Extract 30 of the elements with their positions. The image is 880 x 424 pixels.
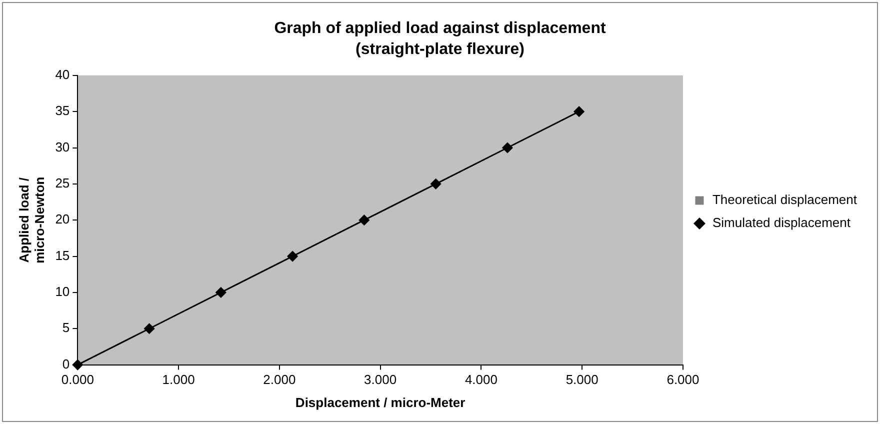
x-tick-label: 5.000 — [566, 372, 598, 388]
y-tick-label: 15 — [55, 248, 70, 263]
y-tick-label: 40 — [55, 66, 70, 82]
point — [72, 360, 83, 370]
y-tick-label: 20 — [55, 212, 70, 227]
x-tick-label: 2.000 — [263, 372, 296, 388]
y-tick-label: 25 — [55, 176, 70, 191]
legend-label: Theoretical displacement — [712, 192, 858, 208]
chart-title: Graph of applied load against displacement — [274, 20, 606, 38]
x-tick-label: 3.000 — [364, 372, 397, 388]
point — [358, 214, 370, 226]
point — [502, 142, 513, 153]
y-tick-label: 10 — [55, 284, 70, 300]
y-axis-title: Applied load / micro-Newton — [16, 176, 47, 264]
point — [144, 323, 155, 334]
x-tick-label: 1.000 — [162, 372, 195, 388]
point — [287, 251, 298, 262]
x-axis-title: Displacement / micro-Meter — [295, 394, 466, 410]
y-tick-label: 30 — [55, 139, 70, 154]
y-tick-label: 5 — [62, 320, 70, 336]
x-tick-label: 4.000 — [464, 372, 498, 388]
x-tick-label: 0.000 — [61, 372, 94, 388]
point — [216, 287, 226, 298]
chart-subtitle: (straight-plate flexure) — [356, 41, 524, 58]
legend-label: Simulated displacement — [712, 215, 851, 230]
y-tick-label: 35 — [55, 103, 70, 118]
x-tick-label: 6.000 — [666, 372, 700, 388]
y-tick-label: 0 — [62, 356, 70, 372]
point — [430, 178, 442, 190]
point — [574, 106, 584, 117]
